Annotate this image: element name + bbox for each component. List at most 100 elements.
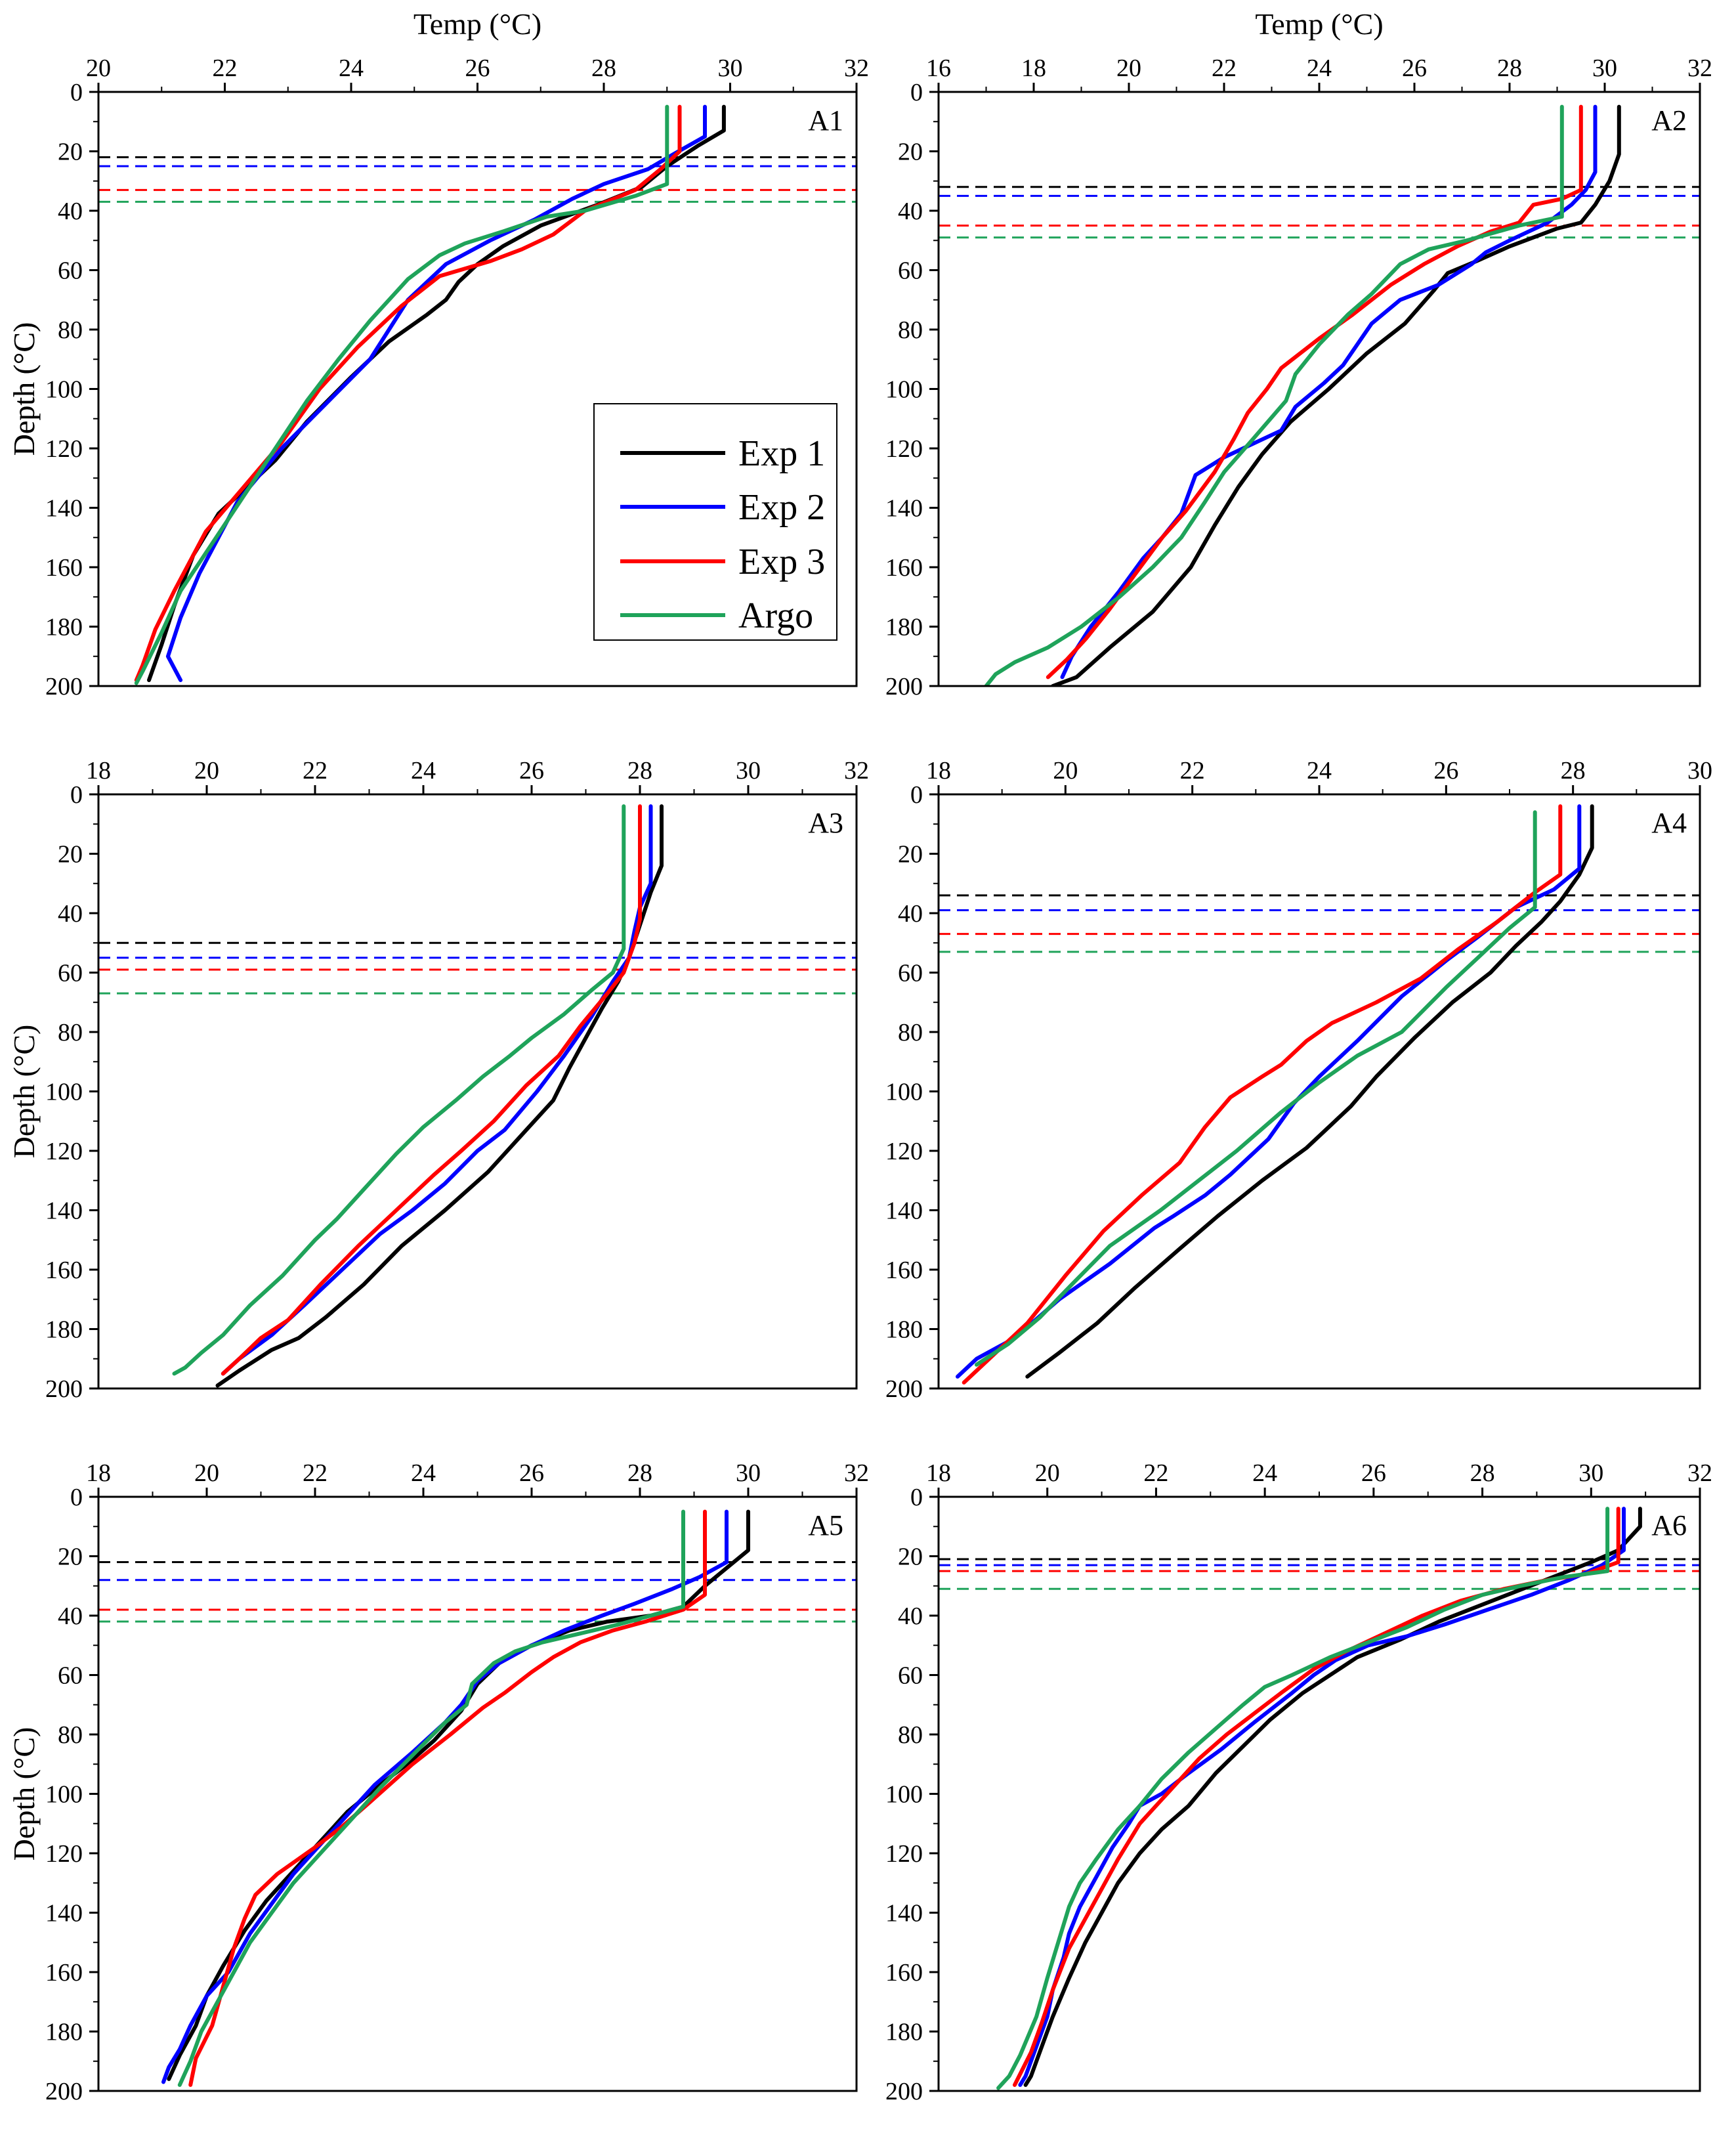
x-tick-label-a2: 16	[926, 54, 951, 82]
y-tick-label-a6: 120	[885, 1840, 923, 1868]
x-tick-label-a3: 18	[86, 757, 111, 785]
y-tick-label-a4: 200	[885, 1375, 923, 1403]
y-tick-label-a2: 60	[898, 257, 923, 285]
legend-label-exp3: Exp 3	[738, 542, 825, 582]
y-tick-label-a2: 80	[898, 316, 923, 344]
panel-label-a5: A5	[808, 1509, 843, 1541]
legend: Exp 1 Exp 2 Exp 3 Argo	[593, 403, 837, 641]
y-tick-label-a3: 20	[58, 841, 83, 869]
y-tick-label-a4: 60	[898, 960, 923, 987]
series-line-argo-a6	[996, 1507, 1610, 2090]
y-axis-title-a3: Depth (°C)	[7, 1025, 41, 1159]
panel-label-a1: A1	[808, 104, 843, 137]
series-line-exp2-a3	[221, 804, 653, 1376]
x-tick-label-a5: 30	[736, 1459, 761, 1487]
x-tick-label-a2: 24	[1307, 54, 1332, 82]
y-tick-label-a4: 0	[910, 781, 923, 809]
y-tick-label-a5: 120	[45, 1840, 83, 1868]
y-tick-label-a2: 20	[898, 139, 923, 166]
series-line-exp3-a4	[962, 804, 1563, 1385]
series-line-exp2-a1	[165, 104, 707, 682]
y-tick-label-a5: 80	[58, 1721, 83, 1749]
panel-label-a2: A2	[1651, 104, 1687, 137]
series-group-a1	[134, 104, 726, 685]
x-tick-label-a3: 28	[627, 757, 652, 785]
legend-entry-exp2: Exp 2	[620, 487, 825, 528]
series-line-exp2-a5	[161, 1509, 729, 2084]
panel-a5: 18 20 22 24 26 28 30 32 0 20 40 60 80 100 120 140 160 180…	[7, 1459, 869, 2105]
y-tick-label-a1: 100	[45, 376, 83, 404]
y-tick-label-a5: 160	[45, 1959, 83, 1987]
x-axis-title-a2: Temp (°C)	[1255, 7, 1383, 41]
x-tick-label-a2: 30	[1592, 54, 1617, 82]
y-tick-label-a3: 140	[45, 1197, 83, 1225]
y-tick-label-a6: 100	[885, 1781, 923, 1809]
y-tick-label-a3: 60	[58, 960, 83, 987]
x-tick-label-a1: 28	[591, 54, 616, 82]
y-tick-label-a3: 180	[45, 1316, 83, 1344]
y-tick-label-a2: 140	[885, 495, 923, 523]
y-tick-label-a1: 60	[58, 257, 83, 285]
x-tick-label-a4: 30	[1687, 757, 1712, 785]
x-tick-label-a6: 28	[1470, 1459, 1495, 1487]
x-tick-label-a2: 18	[1021, 54, 1046, 82]
series-group-a3	[172, 804, 664, 1388]
y-tick-label-a4: 80	[898, 1019, 923, 1046]
legend-label-argo: Argo	[738, 595, 813, 636]
x-tick-label-a5: 26	[519, 1459, 544, 1487]
x-tick-label-a1: 20	[86, 54, 111, 82]
x-tick-label-a2: 26	[1402, 54, 1427, 82]
panel-a2: 16 18 20 22 24 26 28 30 320204060801001201401601…	[7, 7, 1712, 700]
x-axis-title-a1: Temp (°C)	[413, 7, 541, 41]
y-tick-label-a6: 140	[885, 1900, 923, 1927]
series-line-exp1-a2	[1051, 104, 1621, 686]
x-tick-label-a1: 26	[465, 54, 490, 82]
y-tick-label-a6: 0	[910, 1484, 923, 1511]
x-tick-label-a3: 26	[519, 757, 544, 785]
mld-lines-a4	[939, 894, 1700, 953]
x-tick-label-a3: 24	[411, 757, 436, 785]
x-tick-label-a6: 18	[926, 1459, 951, 1487]
y-axis-title-a5: Depth (°C)	[7, 1727, 41, 1861]
y-tick-label-a5: 0	[70, 1484, 83, 1511]
x-tick-label-a4: 24	[1307, 757, 1332, 785]
series-line-exp2-a2	[1060, 104, 1598, 679]
legend-entry-exp1: Exp 1	[620, 433, 825, 474]
mld-lines-a1	[98, 156, 857, 203]
y-tick-label-a6: 180	[885, 2019, 923, 2046]
y-tick-label-a2: 160	[885, 554, 923, 582]
x-tick-label-a3: 22	[303, 757, 328, 785]
y-tick-label-a5: 180	[45, 2019, 83, 2046]
y-tick-label-a2: 180	[885, 614, 923, 641]
x-tick-label-a5: 24	[411, 1459, 436, 1487]
legend-entry-argo: Argo	[620, 595, 813, 636]
panel-label-a3: A3	[808, 807, 843, 839]
y-tick-label-a6: 40	[898, 1602, 923, 1630]
y-tick-label-a4: 40	[898, 900, 923, 928]
panel-a6: 18 20 22 24 26 28 30 32 0 20 40 60 80 100 120 140 160 180…	[885, 1459, 1712, 2105]
y-tick-label-a3: 160	[45, 1257, 83, 1284]
y-tick-label-a2: 120	[885, 435, 923, 463]
legend-box	[593, 403, 837, 641]
y-tick-label-a6: 20	[898, 1543, 923, 1571]
x-tick-label-a3: 20	[194, 757, 219, 785]
y-tick-label-a2: 0	[910, 79, 923, 106]
y-tick-label-a1: 160	[45, 554, 83, 582]
mld-lines-a3	[98, 941, 857, 995]
legend-label-exp1: Exp 1	[738, 433, 825, 474]
series-line-exp3-a2	[1046, 104, 1583, 679]
y-tick-label-a1: 200	[45, 673, 83, 700]
y-tick-label-a2: 40	[898, 198, 923, 225]
y-tick-label-a1: 120	[45, 435, 83, 463]
x-tick-label-a5: 22	[303, 1459, 328, 1487]
x-tick-label-a5: 20	[194, 1459, 219, 1487]
x-tick-label-a4: 18	[926, 757, 951, 785]
y-tick-label-a6: 60	[898, 1662, 923, 1690]
panel-a3: 18 20 22 24 26 28 30 32 0 20 40 60 80 100 120 140 160 180…	[7, 757, 869, 1403]
series-line-argo-a4	[975, 810, 1537, 1367]
legend-label-exp2: Exp 2	[738, 487, 825, 528]
series-line-exp3-a5	[188, 1509, 707, 2087]
x-tick-label-a6: 22	[1143, 1459, 1168, 1487]
x-tick-label-a6: 24	[1252, 1459, 1277, 1487]
y-tick-label-a1: 180	[45, 614, 83, 641]
